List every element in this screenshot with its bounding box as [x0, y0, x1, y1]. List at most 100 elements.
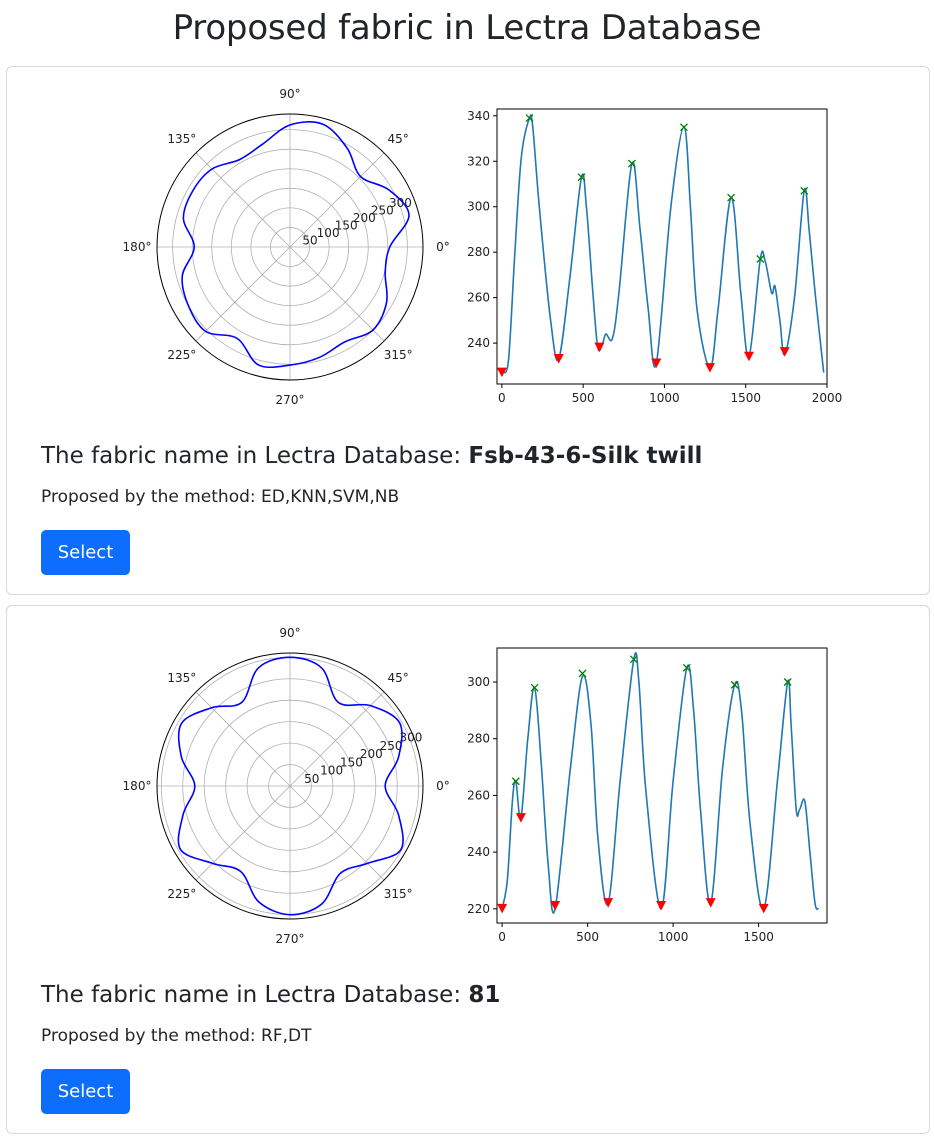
- peak-marker: [756, 255, 765, 263]
- fabric-name-prefix: The fabric name in Lectra Database:: [41, 443, 469, 469]
- polar-grid-spoke: [195, 246, 291, 342]
- polar-angle-tick-label: 90°: [279, 87, 300, 101]
- polar-angle-tick-label: 270°: [276, 393, 305, 407]
- valley-marker: [496, 367, 507, 378]
- polar-radial-tick-label: 200: [360, 747, 383, 761]
- polar-chart-group: 0° 45° 90° 135° 180° 225° 270° 315° 501001502002…: [123, 626, 450, 946]
- y-tick-label: 240: [467, 845, 490, 859]
- polar-series-line: [177, 656, 404, 916]
- x-tick-label: 1000: [658, 930, 689, 944]
- polar-angle-tick-label: 45°: [388, 132, 409, 146]
- polar-frame: [156, 113, 424, 381]
- peak-marker: [627, 159, 636, 168]
- peak-marker: [578, 669, 587, 678]
- y-tick-label: 300: [467, 675, 490, 689]
- polar-grid-spoke: [289, 785, 385, 881]
- y-tick-label: 320: [467, 154, 490, 168]
- polar-radial-tick-label: 300: [399, 731, 422, 745]
- peak-marker: [730, 680, 739, 689]
- polar-angle-tick-label: 0°: [436, 240, 450, 254]
- line-plot: 0 500 1000 1500 220 240 260 280 300: [467, 647, 828, 944]
- polar-plot: 0° 45° 90° 135° 180° 225° 270° 315° 501001502002…: [123, 626, 450, 946]
- polar-grid-spoke: [289, 152, 385, 248]
- y-tick-label: 280: [467, 245, 490, 259]
- valley-marker: [656, 900, 667, 911]
- x-tick-label: 1500: [743, 930, 774, 944]
- method-line: Proposed by the method: RF,DT: [41, 1026, 311, 1046]
- fabric-name-value: Fsb-43-6-Silk twill: [468, 443, 703, 469]
- polar-radial-tick-label: 50: [302, 234, 317, 248]
- polar-grid-spoke: [195, 785, 291, 881]
- peak-marker: [727, 193, 736, 202]
- method-prefix: Proposed by the method:: [41, 487, 262, 507]
- peak-marker: [511, 777, 520, 786]
- peak-marker: [577, 173, 586, 182]
- y-tick-label: 240: [467, 336, 490, 350]
- polar-angle-tick-label: 315°: [384, 348, 413, 362]
- y-tick-label: 260: [467, 788, 490, 802]
- peak-marker: [629, 655, 638, 664]
- polar-angle-tick-label: 180°: [123, 779, 152, 793]
- select-button[interactable]: Select: [41, 530, 130, 575]
- polar-radial-tick-label: 150: [335, 219, 358, 233]
- polar-plot: 0° 45° 90° 135° 180° 225° 270° 315° 501001502002…: [123, 87, 450, 407]
- valley-marker: [704, 363, 715, 373]
- polar-angle-tick-label: 90°: [279, 626, 300, 640]
- y-tick-label: 280: [467, 732, 490, 746]
- polar-angle-tick-label: 0°: [436, 779, 450, 793]
- polar-frame: [156, 652, 424, 920]
- page-title: Proposed fabric in Lectra Database: [172, 8, 762, 48]
- y-tick-label: 340: [467, 109, 490, 123]
- fabric-name-line: The fabric name in Lectra Database: 81: [41, 982, 500, 1008]
- x-tick-label: 1500: [730, 391, 761, 405]
- valley-marker: [553, 354, 564, 364]
- method-value: RF,DT: [261, 1026, 312, 1046]
- polar-angle-tick-label: 225°: [167, 887, 196, 901]
- method-line: Proposed by the method: ED,KNN,SVM,NB: [41, 487, 399, 507]
- valley-marker: [779, 347, 790, 357]
- polar-radial-tick-label: 50: [304, 772, 319, 786]
- peak-marker: [800, 186, 809, 195]
- line-plot: 0 500 1000 1500 2000 240 260 280 300 320 340: [467, 108, 843, 405]
- peak-marker: [525, 114, 534, 123]
- polar-angle-tick-label: 180°: [123, 240, 152, 254]
- polar-radial-tick-label: 250: [371, 204, 394, 218]
- x-tick-label: 2000: [812, 391, 843, 405]
- polar-radial-tick-label: 200: [353, 211, 376, 225]
- valley-marker: [550, 900, 561, 911]
- x-tick-label: 500: [576, 930, 599, 944]
- fabric-card-2: 0° 45° 90° 135° 180° 225° 270° 315° 50 100 150 200 2…: [6, 605, 930, 1134]
- polar-radial-tick-label: 250: [380, 739, 403, 753]
- fabric-name-value: 81: [468, 982, 501, 1008]
- fabric-name-prefix: The fabric name in Lectra Database:: [41, 982, 469, 1008]
- polar-grid-spoke: [289, 246, 385, 342]
- polar-angle-tick-label: 45°: [388, 671, 409, 685]
- x-tick-label: 0: [498, 930, 506, 944]
- plots-row: 0° 45° 90° 135° 180° 225° 270° 315° 50 100 150 200 2…: [7, 606, 929, 956]
- polar-chart-group: 0° 45° 90° 135° 180° 225° 270° 315° 501001502002…: [123, 87, 450, 407]
- method-value: ED,KNN,SVM,NB: [261, 487, 400, 507]
- polar-angle-tick-label: 135°: [167, 671, 196, 685]
- peak-marker: [682, 663, 691, 672]
- line-series: [501, 114, 825, 374]
- peak-marker: [679, 123, 688, 132]
- polar-radial-tick-label: 100: [320, 764, 343, 778]
- x-tick-label: 1000: [649, 391, 680, 405]
- select-button[interactable]: Select: [41, 1069, 130, 1114]
- valley-marker: [603, 898, 614, 908]
- polar-angle-tick-label: 225°: [167, 348, 196, 362]
- peak-marker: [530, 683, 539, 692]
- polar-radial-tick-label: 100: [317, 226, 340, 240]
- polar-angle-tick-label: 270°: [276, 932, 305, 946]
- valley-marker: [515, 813, 526, 823]
- peak-marker: [783, 678, 792, 686]
- polar-grid-spoke: [289, 691, 385, 787]
- valley-marker: [743, 351, 754, 362]
- valley-marker: [497, 903, 508, 914]
- fabric-name-line: The fabric name in Lectra Database: Fsb-…: [41, 443, 702, 469]
- polar-series-line: [181, 121, 410, 369]
- valley-marker: [705, 898, 716, 908]
- method-prefix: Proposed by the method:: [41, 1026, 262, 1046]
- line-plot-frame: [496, 108, 828, 385]
- valley-marker: [651, 358, 662, 369]
